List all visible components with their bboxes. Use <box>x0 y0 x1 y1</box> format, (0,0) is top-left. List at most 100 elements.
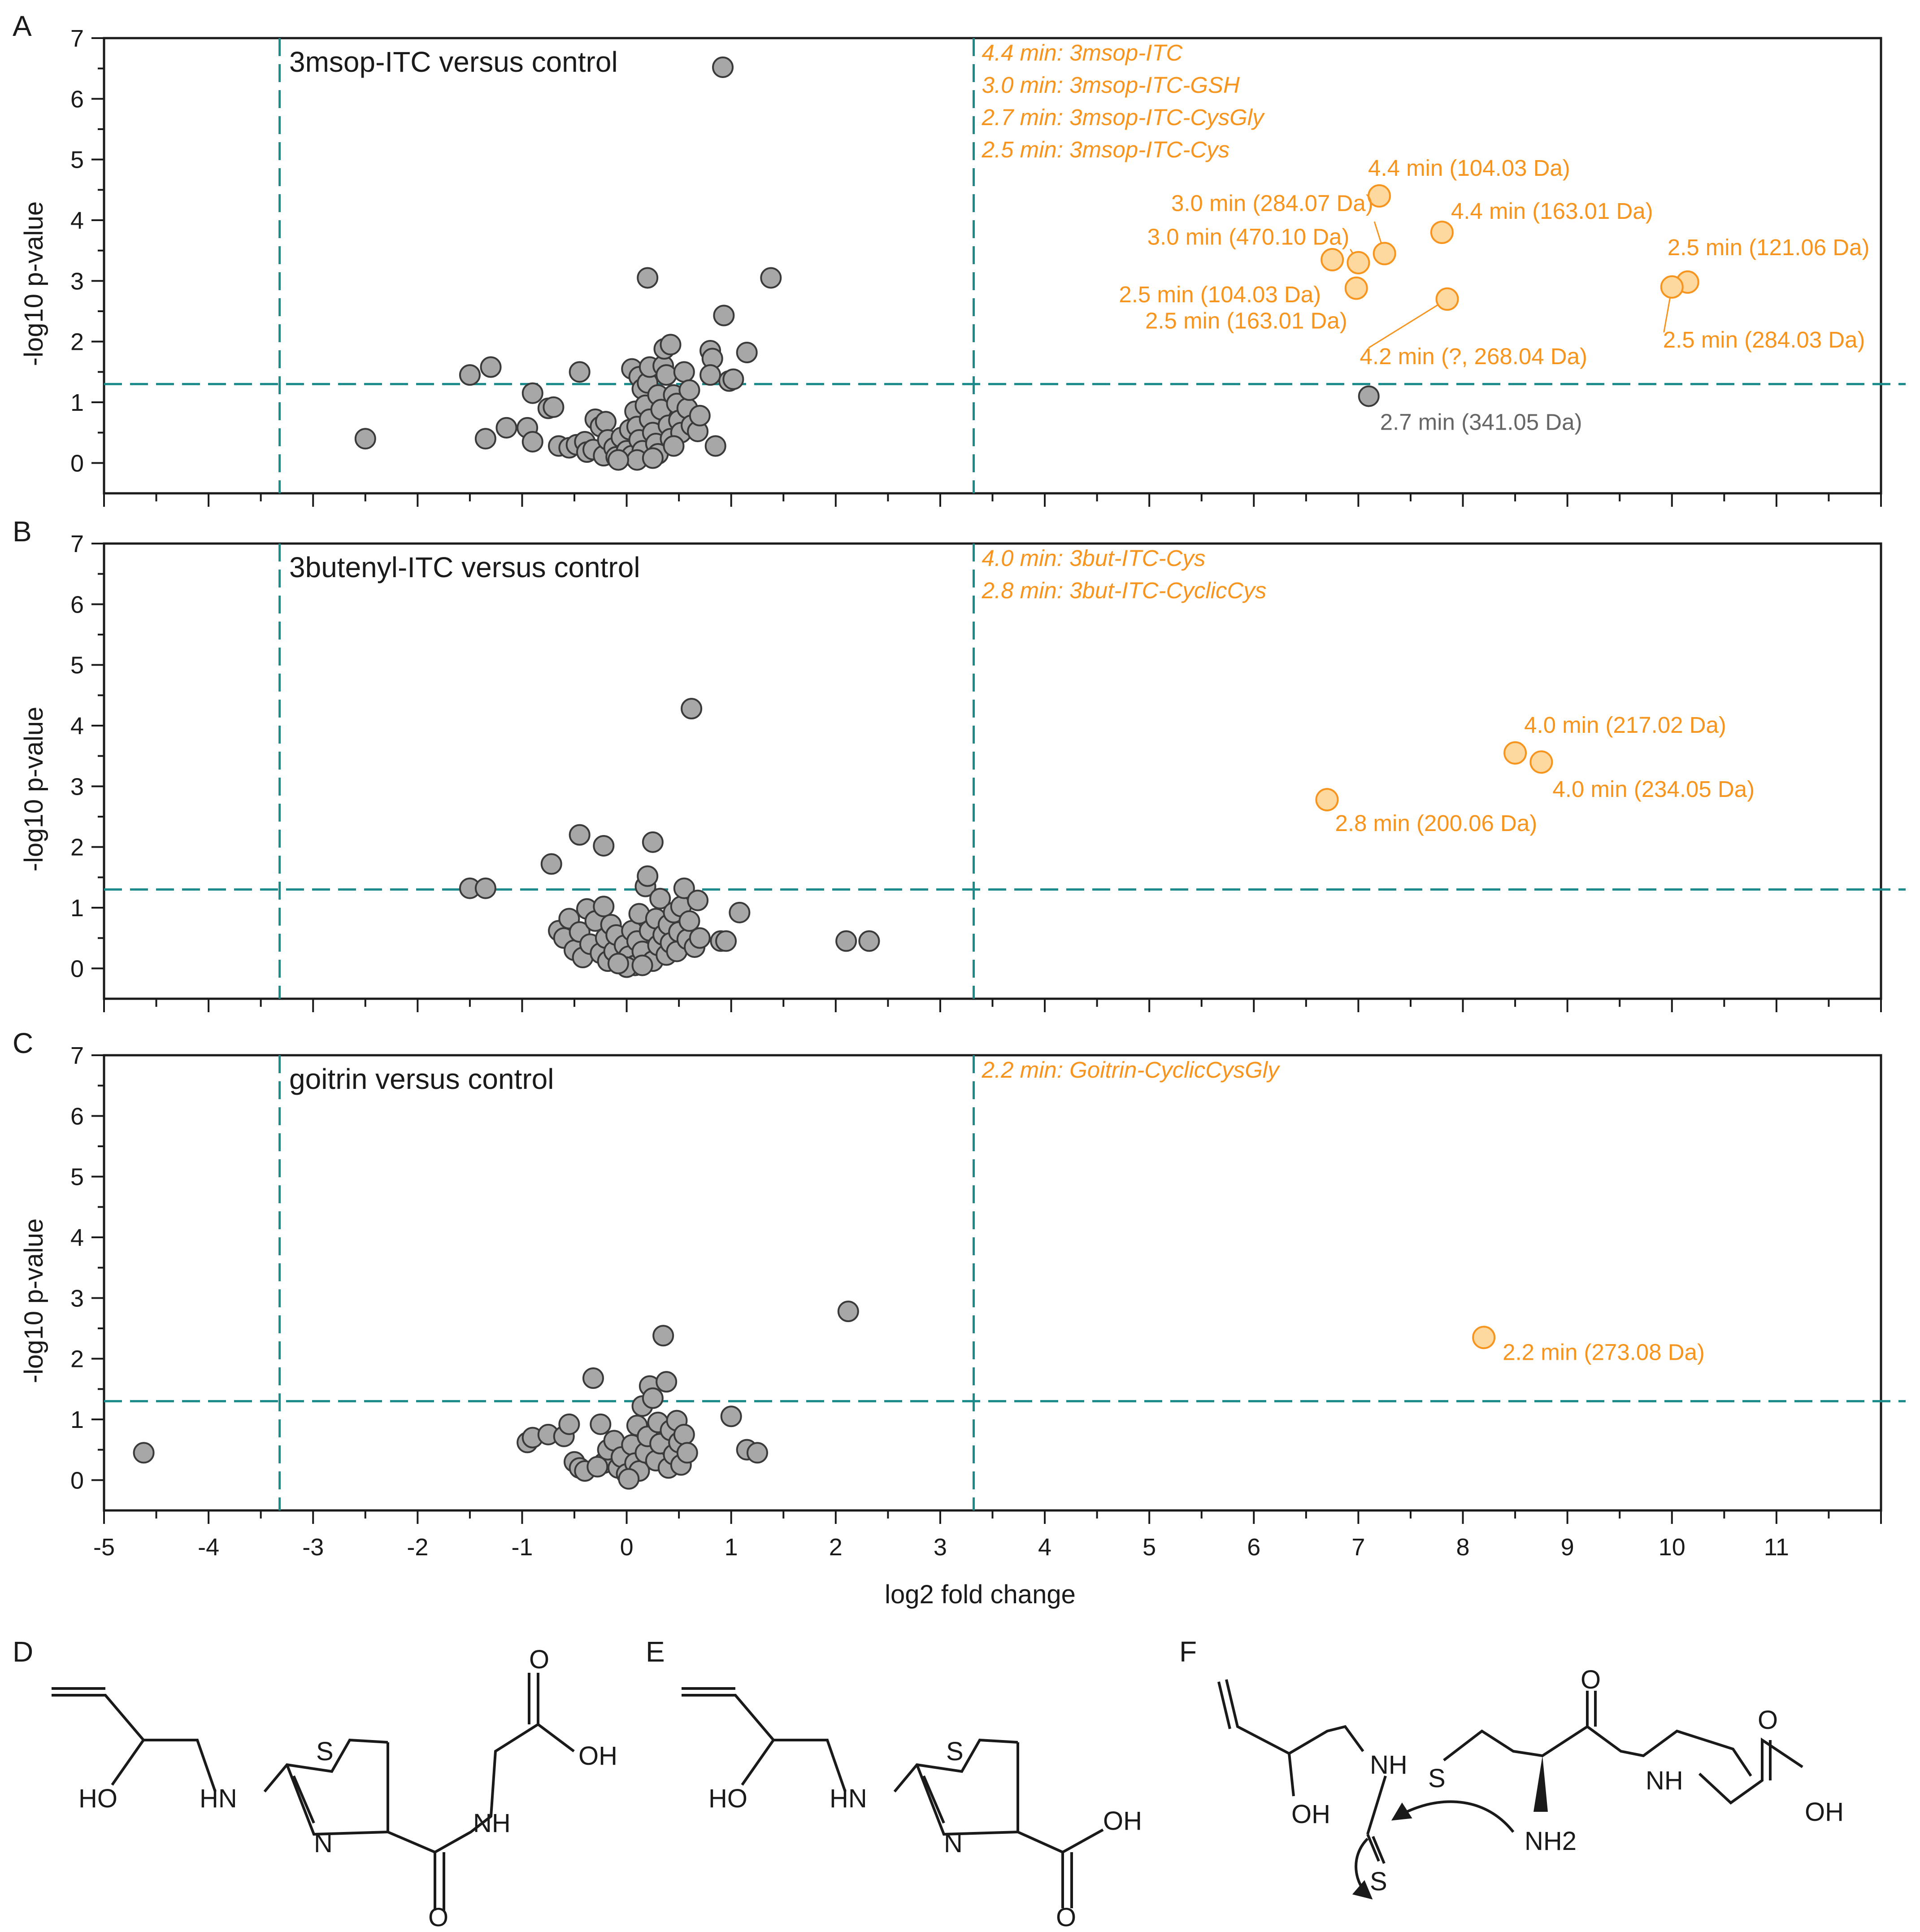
data-point-grey <box>480 356 502 378</box>
annotation: 2.7 min: 3msop-ITC-CysGly <box>982 104 1266 130</box>
x-tick-label: 9 <box>1561 1534 1574 1561</box>
struct-d-label: HN <box>200 1784 237 1813</box>
data-point-grey <box>637 865 659 887</box>
data-point-grey <box>642 447 664 469</box>
plot-frame <box>103 1054 1882 1512</box>
struct-f-label: NH <box>1646 1766 1683 1795</box>
y-tick-label: 3 <box>70 268 84 295</box>
y-axis-title: -log10 p-value <box>19 201 48 366</box>
struct-f-label: S <box>1428 1764 1446 1793</box>
x-tick-label: 11 <box>1764 1534 1789 1561</box>
data-point-grey <box>678 379 700 401</box>
data-point-grey <box>660 334 682 356</box>
data-label: 2.8 min (200.06 Da) <box>1335 810 1537 836</box>
data-point-orange <box>1344 276 1368 300</box>
y-tick-label: 4 <box>70 207 84 234</box>
y-tick-label: 5 <box>70 1164 84 1191</box>
struct-f-label: NH <box>1370 1750 1407 1780</box>
struct-d-label: N <box>314 1829 333 1858</box>
data-point-orange <box>1503 741 1527 765</box>
panel-letter: A <box>13 10 32 42</box>
data-point-orange <box>1347 251 1370 274</box>
x-tick-label: 7 <box>1351 1534 1365 1561</box>
struct-d-label: O <box>529 1645 549 1674</box>
data-label: 4.0 min (217.02 Da) <box>1524 712 1726 738</box>
x-tick-label: 10 <box>1659 1534 1685 1561</box>
data-label: 4.4 min (163.01 Da) <box>1451 198 1653 224</box>
data-point-grey <box>521 382 543 404</box>
x-tick-label: -5 <box>93 1534 115 1561</box>
y-tick-label: 7 <box>70 25 84 52</box>
data-point-grey <box>746 1442 768 1464</box>
data-point-grey <box>663 435 685 457</box>
data-point-grey <box>590 1413 612 1435</box>
data-point-grey <box>558 1413 580 1435</box>
data-point-grey <box>704 435 726 457</box>
struct-f-label: OH <box>1291 1800 1330 1829</box>
data-point-orange <box>1660 275 1684 299</box>
panel-letter-d: D <box>13 1636 33 1668</box>
data-label: 4.2 min (?, 268.04 Da) <box>1360 344 1587 369</box>
struct-e-label: N <box>944 1829 963 1858</box>
y-tick-label: 1 <box>70 895 84 922</box>
data-point-grey <box>835 930 857 952</box>
data-point-grey <box>673 1423 695 1445</box>
x-tick-label: 4 <box>1038 1534 1051 1561</box>
y-tick-label: 2 <box>70 329 84 356</box>
data-label: 2.5 min (163.01 Da) <box>1145 308 1347 334</box>
struct-e-label: HO <box>708 1784 747 1813</box>
data-point-grey <box>607 449 629 471</box>
panel-letter: C <box>13 1027 33 1059</box>
data-point-grey <box>474 428 496 450</box>
data-point-grey <box>607 953 629 975</box>
y-tick-label: 7 <box>70 1042 84 1069</box>
y-tick-label: 3 <box>70 773 84 800</box>
data-point-grey <box>631 954 653 976</box>
data-point-grey <box>760 267 782 289</box>
panel-letter-e: E <box>646 1636 665 1668</box>
data-point-grey <box>736 342 758 364</box>
annotation: 4.0 min: 3but-ITC-Cys <box>982 545 1206 571</box>
y-tick-label: 7 <box>70 531 84 557</box>
data-point-grey <box>637 267 659 289</box>
y-tick-label: 0 <box>70 450 84 477</box>
data-point-grey <box>673 361 695 383</box>
plot-frame <box>103 542 1882 1000</box>
data-point-grey <box>676 1442 698 1464</box>
data-label: 2.2 min (273.08 Da) <box>1503 1339 1705 1365</box>
data-point-grey <box>540 853 562 875</box>
data-point-grey <box>495 417 517 439</box>
y-tick-label: 6 <box>70 1103 84 1130</box>
data-point-grey <box>713 305 735 326</box>
data-label: 3.0 min (470.10 Da) <box>1147 224 1350 250</box>
data-point-orange <box>1430 221 1454 244</box>
struct-f-label: O <box>1758 1706 1778 1735</box>
struct-e-label: HN <box>830 1784 867 1813</box>
data-point-grey <box>699 364 721 386</box>
data-label: 2.5 min (104.03 Da) <box>1119 282 1321 307</box>
data-point-grey <box>687 889 709 911</box>
data-point-grey <box>689 405 711 426</box>
data-point-orange <box>1529 750 1553 774</box>
data-point-grey <box>652 1325 674 1347</box>
panel-letter: B <box>13 515 32 548</box>
data-point-grey <box>656 364 678 386</box>
y-tick-label: 4 <box>70 713 84 740</box>
panel-title: 3butenyl-ITC versus control <box>289 551 640 583</box>
volcano-panel-a: 0 1 2 3 4 5 6 7 -log10 p-value A 3msop-ITC versus … <box>13 10 1906 507</box>
data-point-grey <box>593 896 615 918</box>
data-point-grey <box>837 1301 859 1323</box>
data-point-orange <box>1435 287 1459 311</box>
structure-d: D HO HN S N O OH NH O <box>13 1636 617 1932</box>
data-point-orange <box>1373 242 1396 265</box>
structure-e: E HO HN S N OH O <box>646 1636 1142 1932</box>
data-point-grey <box>1358 385 1380 407</box>
struct-f-label: NH2 <box>1525 1827 1577 1856</box>
data-point-orange <box>1368 184 1391 208</box>
y-tick-label: 1 <box>70 1406 84 1433</box>
panel-title: goitrin versus control <box>289 1063 554 1095</box>
data-point-grey <box>521 431 543 453</box>
data-point-grey <box>595 411 617 433</box>
annotation: 4.4 min: 3msop-ITC <box>982 40 1183 65</box>
